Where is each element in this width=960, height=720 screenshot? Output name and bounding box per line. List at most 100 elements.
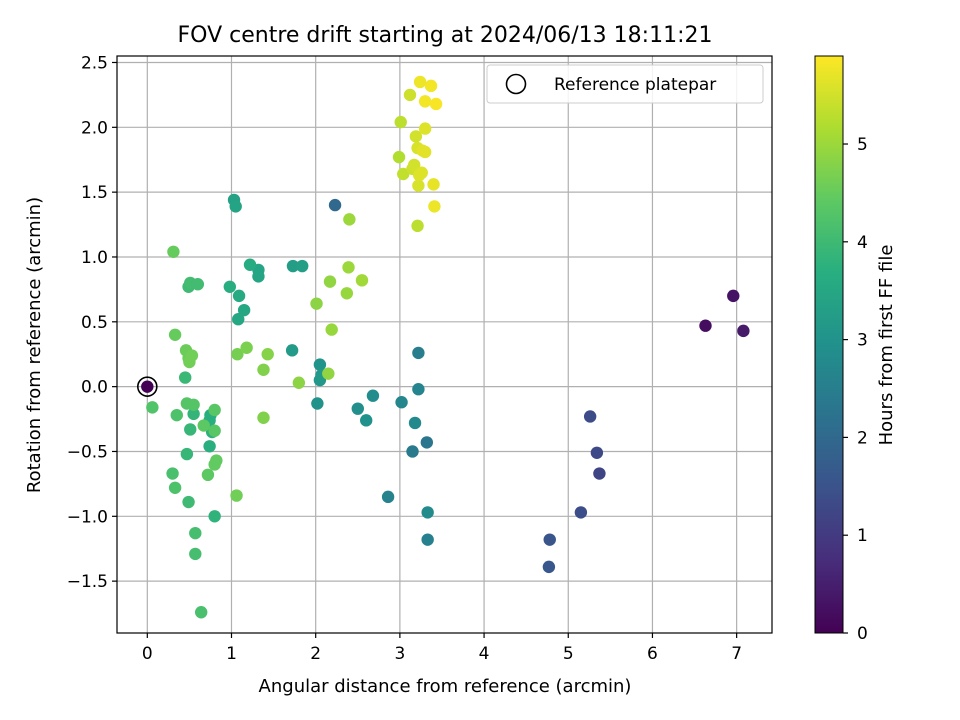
y-axis-ticks: −1.5 −1.0 −0.5 0.0 0.5 1.0 1.5 2.0 2.5 (67, 53, 117, 592)
data-points (141, 75, 750, 619)
y-axis-label: Rotation from reference (arcmin) (24, 197, 45, 493)
scatter-point (166, 467, 179, 480)
scatter-point (185, 349, 199, 362)
scatter-point (574, 506, 588, 519)
scatter-point (194, 606, 208, 619)
scatter-point (409, 130, 423, 143)
scatter-point (413, 75, 427, 89)
colorbar-tick-label: 3 (857, 331, 868, 351)
colorbar-tick-label: 5 (857, 135, 868, 155)
scatter-point (394, 115, 407, 129)
scatter-point (223, 280, 237, 293)
scatter-point (583, 410, 597, 423)
scatter-point (412, 179, 425, 192)
legend: Reference platepar (486, 64, 764, 104)
scatter-point (232, 313, 245, 326)
scatter-point (208, 510, 221, 523)
scatter-point (187, 407, 200, 421)
legend-box (486, 64, 764, 104)
scatter-point (178, 371, 192, 384)
scatter-point (699, 319, 712, 332)
scatter-point (229, 200, 242, 213)
scatter-point (187, 398, 200, 411)
scatter-point (189, 526, 202, 540)
y-tick-label: 1.5 (81, 183, 108, 203)
y-tick-label: −0.5 (67, 442, 108, 462)
scatter-point (343, 213, 356, 226)
scatter-point (428, 200, 441, 213)
scatter-point (397, 167, 410, 181)
x-tick-label: 7 (731, 644, 742, 664)
x-axis-label: Angular distance from reference (arcmin) (259, 676, 632, 697)
x-tick-label: 2 (310, 644, 321, 664)
scatter-point (313, 358, 327, 371)
legend-marker-icon (505, 73, 527, 95)
scatter-point (412, 383, 425, 396)
x-tick-label: 6 (647, 644, 658, 664)
scatter-point (542, 560, 556, 574)
scatter-point (351, 402, 364, 415)
x-axis-ticks: 0 1 2 3 4 5 6 7 (142, 633, 742, 664)
scatter-point (237, 303, 251, 317)
scatter-point (418, 122, 432, 135)
colorbar-label: Hours from first FF file (876, 245, 897, 446)
scatter-point (203, 440, 216, 453)
scatter-point (230, 489, 243, 502)
scatter-point (184, 423, 197, 436)
scatter-point (395, 396, 408, 409)
scatter-point (342, 261, 355, 274)
y-tick-label: −1.0 (67, 507, 108, 527)
scatter-point (292, 376, 306, 389)
scatter-point (427, 178, 440, 191)
scatter-point (257, 363, 270, 376)
scatter-point (421, 533, 434, 546)
colorbar-tick-label: 2 (857, 428, 868, 448)
scatter-point (418, 95, 432, 108)
y-tick-label: 2.0 (81, 118, 108, 138)
legend-entry-label: Reference platepar (554, 75, 716, 95)
scatter-point (737, 324, 750, 338)
scatter-point (322, 367, 335, 380)
scatter-point (411, 219, 424, 233)
scatter-point (420, 436, 434, 449)
scatter-point (381, 490, 395, 504)
scatter-point (168, 481, 182, 494)
scatter-point (257, 411, 270, 424)
scatter-point (170, 408, 183, 422)
scatter-point (366, 389, 380, 402)
scatter-point (167, 245, 180, 258)
scatter-point (208, 403, 221, 417)
x-tick-label: 0 (142, 644, 153, 664)
scatter-point (182, 495, 195, 509)
scatter-point (407, 158, 421, 172)
scatter-point (285, 344, 299, 357)
x-tick-label: 1 (226, 644, 237, 664)
colorbar: 0 1 2 3 4 5 Hours from first FF file (814, 55, 897, 644)
scatter-point (261, 348, 274, 361)
scatter-point (403, 88, 417, 102)
scatter-point (252, 270, 265, 283)
scatter-point (421, 506, 434, 519)
scatter-point (543, 533, 556, 546)
scatter-point (197, 419, 210, 432)
y-tick-label: 0.0 (81, 378, 108, 398)
scatter-point (141, 380, 154, 393)
scatter-point (412, 346, 425, 360)
reference-platepar-marker (137, 376, 158, 397)
scatter-point (340, 287, 354, 300)
scatter-point (593, 467, 606, 480)
chart-title: FOV centre drift starting at 2024/06/13 … (178, 23, 713, 48)
colorbar-ticks: 0 1 2 3 4 5 (843, 135, 868, 644)
scatter-point (191, 278, 205, 291)
scatter-point (310, 297, 323, 310)
scatter-point (424, 79, 438, 93)
scatter-point (360, 414, 373, 427)
colorbar-gradient (814, 55, 844, 634)
x-tick-label: 5 (563, 644, 574, 664)
colorbar-tick-label: 0 (857, 624, 868, 644)
scatter-point (311, 397, 324, 410)
scatter-point (231, 348, 244, 361)
scatter-point (240, 341, 253, 354)
scatter-point (201, 468, 215, 482)
